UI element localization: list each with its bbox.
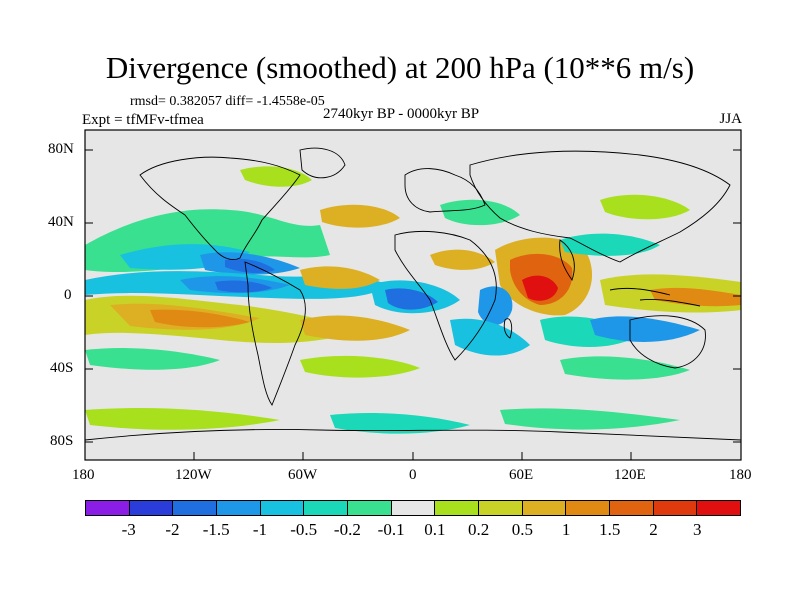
colorbar-label: -2 — [165, 520, 180, 539]
colorbar-label: 0.1 — [424, 520, 446, 539]
field-patch — [440, 199, 520, 226]
field-patch — [560, 356, 690, 380]
lon-tick-label: 180 — [72, 467, 95, 483]
coastline-indonesia — [609, 287, 701, 307]
field-patch — [300, 355, 420, 378]
colorbar-box — [348, 501, 392, 515]
field-patch — [215, 280, 272, 293]
coastline-north-america — [139, 156, 301, 261]
field-patch — [385, 288, 438, 310]
field-patch — [450, 318, 530, 356]
colorbar-label: 0.5 — [511, 520, 533, 539]
lon-tick-label: 60W — [288, 467, 318, 483]
lat-tick-label: 40N — [48, 214, 74, 230]
lat-tick-label: 0 — [64, 287, 72, 303]
stats-text: rmsd= 0.382057 diff= -1.4558e-05 — [130, 94, 325, 109]
period-label: 2740kyr BP - 0000kyr BP — [323, 106, 480, 122]
field-patch — [300, 266, 380, 289]
axis-ticks — [84, 149, 742, 460]
coastline-australia — [629, 315, 706, 369]
colorbar-label: 1 — [561, 520, 571, 539]
field-patch — [240, 166, 312, 187]
colorbar-box — [610, 501, 654, 515]
lat-tick-label: 80N — [48, 141, 74, 157]
colorbar-label: 1.5 — [599, 520, 621, 539]
colorbar-box — [86, 501, 130, 515]
lon-tick-label: 120E — [614, 467, 646, 483]
lon-tick-label: 0 — [409, 467, 417, 483]
colorbar-label: 0.2 — [467, 520, 490, 539]
colorbar-box — [260, 501, 305, 515]
divergence-field — [85, 130, 741, 460]
field-patch — [320, 204, 400, 228]
colorbar-label: -3 — [121, 520, 136, 539]
coastline-africa — [394, 230, 497, 361]
experiment-label: Expt = tfMFv-tfmea — [82, 112, 204, 128]
field-patch — [85, 408, 280, 430]
colorbar-box — [697, 501, 741, 515]
colorbar — [85, 500, 741, 516]
coastlines — [85, 147, 741, 441]
field-patch — [150, 309, 250, 328]
coastline-antarctica — [85, 429, 741, 441]
field-patch — [560, 233, 660, 256]
coastline-europe — [404, 168, 486, 213]
coastline-greenland — [299, 147, 346, 179]
colorbar-label: -0.1 — [377, 520, 405, 539]
field-patch — [600, 194, 690, 220]
field-patch — [478, 286, 513, 326]
colorbar-label: -1 — [252, 520, 268, 539]
field-patch — [522, 275, 558, 301]
coastline-madagascar — [503, 318, 513, 339]
field-patch — [85, 348, 220, 370]
colorbar-box — [129, 501, 174, 515]
colorbar-label: -0.2 — [333, 520, 361, 539]
colorbar-label: 3 — [693, 520, 702, 539]
colorbar-box — [217, 501, 261, 515]
coastline-india — [559, 239, 575, 281]
colorbar-label: -0.5 — [290, 520, 318, 539]
colorbar-box — [391, 501, 436, 515]
lon-tick-label: 60E — [509, 467, 534, 483]
colorbar-box — [304, 501, 349, 515]
colorbar-box — [435, 501, 480, 515]
colorbar-box — [479, 501, 523, 515]
field-patch — [500, 408, 680, 430]
coastline-south-america — [244, 261, 306, 406]
lon-tick-label: 180 — [729, 467, 752, 483]
field-patch — [590, 316, 700, 342]
map-title: Divergence (smoothed) at 200 hPa (10**6 … — [105, 50, 695, 85]
colorbar-label: -1.5 — [202, 520, 230, 539]
lat-tick-label: 80S — [50, 433, 74, 449]
season-label: JJA — [719, 111, 742, 127]
colorbar-box — [173, 501, 218, 515]
lat-tick-label: 40S — [50, 360, 74, 376]
colorbar-label: 2 — [649, 520, 658, 539]
colorbar-box — [566, 501, 611, 515]
colorbar-box — [522, 501, 567, 515]
field-patch — [430, 249, 495, 270]
field-patch — [300, 315, 410, 341]
field-patch — [650, 287, 741, 307]
field-patch — [330, 413, 470, 434]
lon-tick-label: 120W — [175, 467, 212, 483]
colorbar-box — [653, 501, 698, 515]
coastline-asia — [469, 150, 731, 263]
